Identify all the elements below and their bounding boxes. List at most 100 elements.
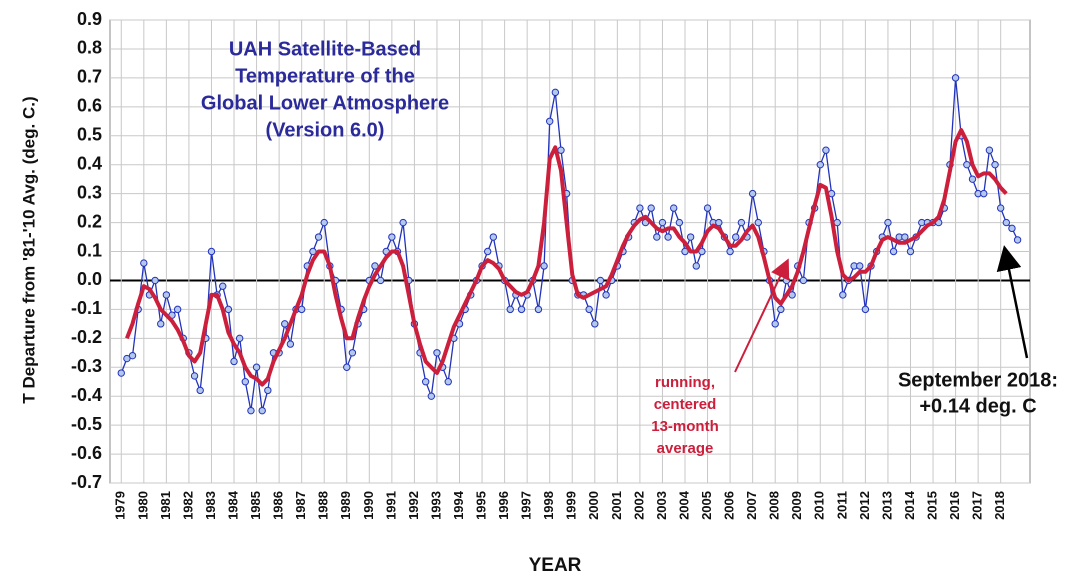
data-point: [117, 369, 125, 377]
data-point: [483, 247, 492, 256]
data-point: [585, 305, 593, 314]
x-tick-label: 2014: [902, 490, 917, 520]
data-point: [219, 282, 227, 290]
data-point: [782, 276, 791, 285]
data-point: [157, 320, 165, 328]
data-point: [281, 320, 289, 328]
data-point: [636, 204, 644, 212]
annotation-average: average: [657, 440, 714, 457]
y-tick-label: 0.6: [77, 96, 102, 116]
chart-title: Temperature of the: [235, 65, 415, 87]
data-point: [421, 378, 430, 386]
x-tick-label: 1989: [338, 491, 353, 520]
data-point: [968, 175, 977, 183]
data-point: [173, 305, 182, 314]
data-point: [388, 233, 396, 241]
x-tick-label: 1996: [496, 491, 511, 520]
x-tick-label: 2005: [699, 491, 714, 520]
data-point: [901, 233, 909, 241]
labels: 0.9 0.8 0.7 0.6 0.5 0.4 0.3 0.2 0.1 0.0 -0.1 -0.2 -0…: [71, 9, 1058, 520]
x-tick-label: 1999: [564, 491, 579, 520]
y-tick-label: -0.2: [71, 327, 102, 347]
x-tick-label: 2016: [947, 491, 962, 520]
data-point: [985, 146, 994, 154]
x-tick-label: 2011: [834, 491, 849, 519]
data-point: [207, 247, 216, 256]
data-point: [546, 117, 554, 125]
y-tick-label: 0.0: [77, 269, 102, 289]
annotation-average: centered: [654, 396, 717, 413]
data-point: [884, 218, 892, 227]
x-tick-label: 1994: [451, 490, 466, 520]
data-point: [540, 262, 548, 270]
data-point: [314, 233, 323, 241]
x-tick-label: 1995: [473, 491, 488, 520]
x-tick-label: 1985: [248, 491, 263, 520]
data-point: [732, 233, 740, 241]
data-point: [123, 354, 131, 363]
data-point: [596, 276, 605, 285]
data-point: [1013, 236, 1022, 244]
data-point: [681, 247, 689, 256]
y-tick-label: 0.4: [77, 153, 102, 173]
data-point: [151, 276, 159, 285]
y-tick-label: 0.2: [77, 211, 102, 231]
data-point: [1008, 224, 1016, 233]
x-tick-label: 2008: [767, 491, 782, 520]
data-point: [686, 233, 695, 241]
y-axis-label: T Departure from '81-'10 Avg. (deg. C.): [19, 96, 38, 403]
data-point: [703, 204, 712, 212]
y-tick-label: -0.7: [71, 472, 102, 492]
data-point: [591, 320, 599, 328]
x-tick-label: 1980: [135, 491, 150, 520]
x-tick-label: 1983: [203, 491, 218, 520]
data-point: [602, 291, 610, 299]
latest-arrow: [996, 245, 1029, 359]
y-tick-label: -0.4: [71, 385, 102, 405]
x-tick-label: 2000: [586, 491, 601, 520]
x-tick-label: 1987: [293, 491, 308, 520]
data-point: [252, 363, 261, 371]
data-point: [963, 160, 971, 169]
data-point: [235, 334, 244, 343]
data-point: [427, 392, 436, 400]
data-point: [1002, 218, 1011, 227]
y-tick-label: 0.7: [77, 67, 102, 87]
data-point: [348, 349, 357, 357]
data-point: [737, 218, 746, 227]
data-point: [889, 247, 898, 256]
y-tick-label: -0.1: [71, 298, 102, 318]
chart-title: UAH Satellite-Based: [229, 38, 421, 60]
x-tick-label: 1990: [361, 491, 376, 520]
x-tick-label: 2013: [879, 491, 894, 520]
data-point: [376, 276, 385, 285]
data-point: [675, 218, 684, 227]
x-tick-label: 1986: [271, 491, 286, 520]
y-tick-label: 0.3: [77, 182, 102, 202]
data-point: [777, 305, 785, 314]
data-point: [692, 262, 700, 270]
y-tick-label: -0.6: [71, 443, 102, 463]
data-point: [991, 160, 999, 169]
y-tick-label: -0.3: [71, 356, 102, 376]
x-tick-label: 1997: [519, 491, 534, 520]
data-point: [247, 406, 255, 415]
data-point: [906, 247, 915, 256]
y-tick-label: -0.5: [71, 414, 102, 434]
data-point: [698, 247, 706, 256]
data-point: [861, 305, 870, 314]
data-point: [140, 259, 148, 267]
data-point: [241, 378, 249, 386]
x-tick-label: 1998: [541, 491, 556, 520]
data-point: [128, 351, 137, 360]
x-tick-label: 2012: [857, 491, 872, 520]
x-tick-label: 1991: [383, 491, 398, 520]
y-tick-label: 0.5: [77, 125, 102, 145]
data-point: [343, 363, 351, 371]
data-point: [647, 204, 655, 212]
data-point: [670, 204, 678, 212]
x-tick-label: 2015: [924, 491, 939, 520]
data-point: [309, 247, 317, 256]
data-point: [833, 218, 841, 227]
